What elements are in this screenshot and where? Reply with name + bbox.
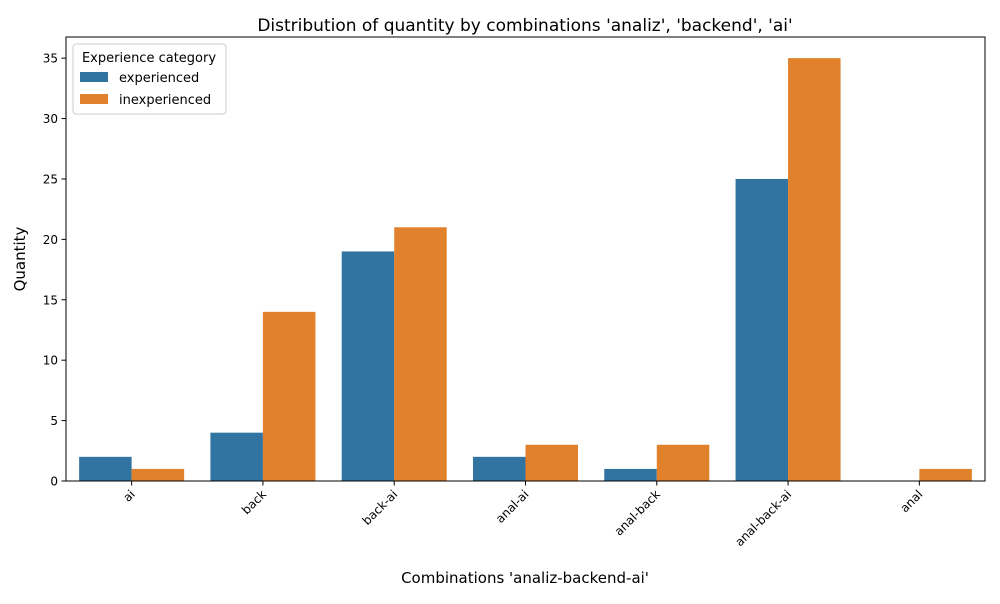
- legend-swatch-inexperienced: [80, 94, 108, 104]
- y-tick-label: 30: [43, 112, 58, 126]
- x-tick-label: anal-back: [612, 487, 663, 538]
- y-tick-label: 10: [43, 354, 58, 368]
- bar-inexperienced-back-ai: [394, 227, 447, 481]
- y-tick-label: 0: [50, 475, 58, 489]
- y-axis-label: Quantity: [11, 226, 29, 291]
- y-tick-label: 5: [50, 414, 58, 428]
- bar-experienced-back-ai: [341, 251, 395, 481]
- x-tick-label: ai: [120, 487, 137, 504]
- bar-experienced-ai: [79, 456, 132, 481]
- legend-label-inexperienced: inexperienced: [119, 93, 211, 108]
- bar-inexperienced-anal-back-ai: [788, 58, 841, 481]
- plot-area: [65, 36, 986, 482]
- bar-inexperienced-ai: [131, 468, 185, 481]
- y-tick-label: 25: [43, 172, 58, 186]
- bar-inexperienced-anal-ai: [525, 444, 579, 481]
- bar-experienced-anal-back-ai: [735, 178, 789, 481]
- x-axis: ai back back-ai anal-ai anal-back anal-back-a…: [120, 481, 925, 549]
- x-tick-label: anal-back-ai: [732, 487, 794, 549]
- y-tick-label: 35: [43, 52, 58, 66]
- x-tick-label: anal-ai: [493, 487, 532, 526]
- x-tick-label: anal: [897, 487, 925, 515]
- legend-title: Experience category: [82, 51, 216, 66]
- y-tick-label: 15: [43, 293, 58, 307]
- x-tick-label: back: [239, 487, 269, 517]
- legend-items: experienced inexperienced: [80, 71, 211, 108]
- bar-experienced-anal-ai: [472, 456, 526, 481]
- bar-inexperienced-anal-back: [656, 444, 710, 481]
- bar-inexperienced-anal: [919, 468, 972, 481]
- legend-swatch-experienced: [80, 72, 108, 82]
- bar-experienced-back: [210, 432, 263, 481]
- y-tick-label: 20: [43, 233, 58, 247]
- y-axis: 0 5 10 15 20 25 30 35: [43, 52, 66, 489]
- legend: Experience category experienced inexperie…: [72, 43, 227, 115]
- x-tick-label: back-ai: [360, 487, 401, 528]
- bar-experienced-anal-back: [604, 468, 657, 481]
- x-axis-label: Combinations 'analiz-backend-ai': [401, 569, 649, 587]
- legend-frame: [72, 43, 227, 115]
- legend-label-experienced: experienced: [119, 71, 199, 86]
- chart-title: Distribution of quantity by combinations…: [257, 16, 792, 36]
- bar-inexperienced-back: [262, 311, 316, 481]
